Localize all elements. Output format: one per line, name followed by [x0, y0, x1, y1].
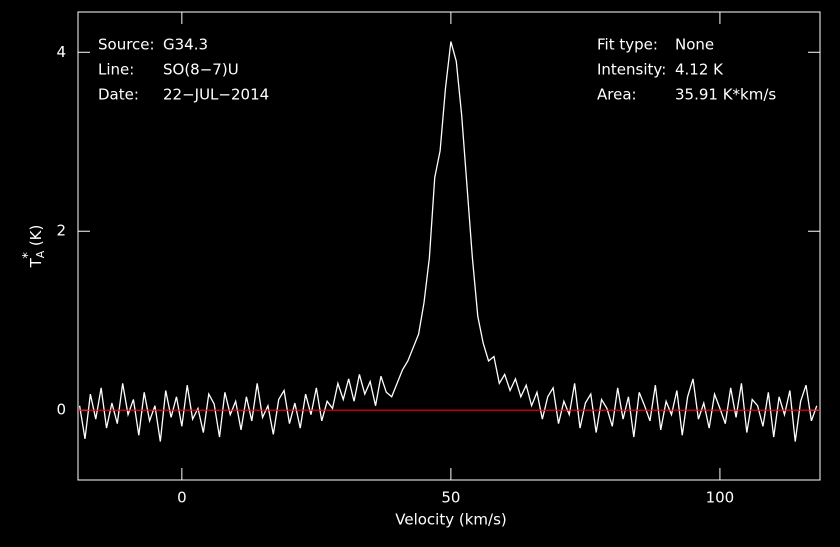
y-tick-label: 2	[56, 222, 66, 240]
annotation-key: Fit type:	[597, 36, 658, 54]
x-tick-label: 100	[706, 489, 735, 507]
y-label-base: T	[27, 257, 45, 268]
annotation-value: 22−JUL−2014	[163, 86, 269, 104]
spectrum-line	[78, 41, 818, 442]
x-axis-label: Velocity (km/s)	[395, 511, 506, 529]
annotation-key: Source:	[98, 36, 155, 54]
annotation-value: 35.91 K*km/s	[675, 86, 776, 104]
y-tick-label: 4	[56, 43, 66, 61]
y-tick-label: 0	[56, 401, 66, 419]
annotation-key: Area:	[597, 86, 637, 104]
x-tick-label: 50	[441, 489, 460, 507]
x-tick-label: 0	[177, 489, 187, 507]
annotation-value: None	[675, 36, 714, 54]
annotation-key: Intensity:	[597, 61, 666, 79]
y-label-sup: *	[21, 252, 36, 259]
plot-frame	[77, 11, 821, 481]
y-axis-label: TA* (K)	[21, 225, 48, 269]
annotation-value: G34.3	[163, 36, 208, 54]
y-label-unit: (K)	[27, 225, 45, 247]
y-label-sub: A	[34, 250, 47, 258]
annotation-key: Line:	[98, 61, 134, 79]
annotation-value: SO(8−7)U	[163, 61, 239, 79]
annotation-key: Date:	[98, 86, 139, 104]
annotation-value: 4.12 K	[675, 61, 724, 79]
